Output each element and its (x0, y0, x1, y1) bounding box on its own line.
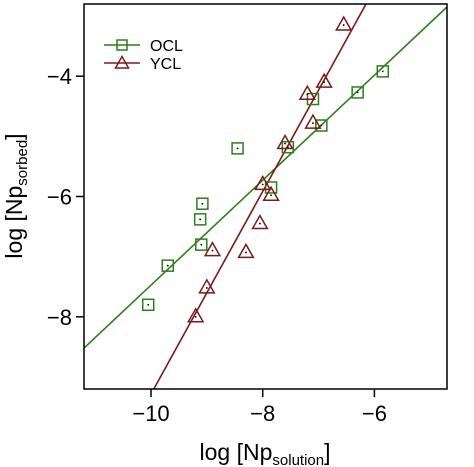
data-point-ycl (262, 185, 280, 202)
data-point-ycl (254, 174, 272, 191)
data-point-ocl (161, 259, 175, 272)
data-point-center-dot (211, 249, 214, 252)
data-point-ycl (187, 307, 205, 323)
fit-line-ycl (153, 4, 367, 389)
data-point-center-dot (381, 70, 384, 73)
legend-entry-ocl: OCL (104, 38, 183, 55)
x-tick-label: −6 (362, 401, 387, 426)
data-point-ycl (251, 214, 269, 230)
data-point-center-dot (194, 315, 197, 318)
y-axis-title: log [Npsorbed] (1, 133, 31, 258)
y-tick-label: −8 (47, 305, 72, 330)
data-point-center-dot (245, 251, 247, 254)
data-point-center-dot (201, 202, 204, 205)
data-point-center-dot (205, 287, 208, 289)
data-point-ycl (237, 242, 255, 259)
legend-label-ocl: OCL (150, 38, 183, 55)
data-point-center-dot (356, 91, 359, 94)
legend-marker-ocl (116, 39, 128, 51)
data-point-ycl (335, 15, 353, 31)
x-tick-label: −8 (250, 401, 275, 426)
data-point-center-dot (312, 122, 314, 125)
data-point-ycl (304, 113, 322, 129)
data-point-ocl (193, 213, 207, 226)
x-tick-label: −10 (132, 401, 169, 426)
data-point-ocl (351, 86, 364, 99)
legend: OCL YCL (104, 38, 183, 73)
data-point-center-dot (306, 93, 309, 96)
data-point-center-dot (320, 124, 323, 127)
data-point-center-dot (261, 183, 264, 186)
data-point-ocl (264, 181, 278, 194)
data-point-center-dot (323, 81, 326, 84)
data-point-center-dot (236, 147, 239, 150)
legend-entry-ycl: YCL (104, 54, 181, 73)
y-tick-label: −4 (47, 64, 72, 89)
data-point-center-dot (166, 264, 169, 267)
data-point-ocl (195, 238, 208, 251)
y-tick-label: −6 (47, 185, 72, 210)
data-point-center-dot (199, 218, 202, 221)
x-axis-title: log [Npsolution] (200, 439, 331, 467)
data-point-center-dot (200, 243, 203, 246)
data-point-center-dot (342, 24, 345, 26)
data-point-center-dot (286, 146, 289, 149)
data-point-ycl (298, 84, 317, 100)
data-point-ocl (196, 197, 209, 210)
fit-line-ocl (84, 6, 447, 349)
data-point-center-dot (259, 222, 261, 225)
data-point-ocl (315, 119, 328, 132)
data-point-center-dot (270, 194, 272, 197)
data-point-ocl (376, 65, 390, 78)
data-point-ycl (276, 134, 294, 150)
legend-marker-ycl (114, 54, 130, 69)
data-point-ocl (141, 298, 155, 312)
data-point-center-dot (147, 303, 150, 306)
data-point-ycl (198, 278, 216, 294)
legend-label-ycl: YCL (150, 56, 181, 73)
data-point-ocl (231, 142, 244, 155)
data-point-ycl (203, 241, 222, 257)
data-point-ycl (315, 72, 333, 88)
data-point-center-dot (284, 142, 286, 145)
